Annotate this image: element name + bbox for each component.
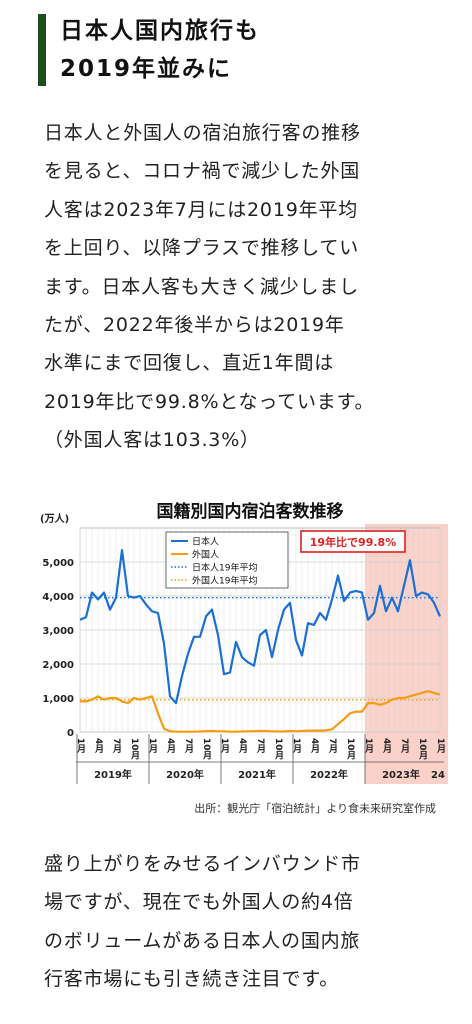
intro-line-2: を見ると、コロナ禍で減少した外国	[44, 160, 361, 183]
callout-label: 19年比で99.8%	[310, 535, 396, 549]
page-title-line-2: 2019年並みに	[60, 56, 233, 82]
x-month-label: 7月	[327, 738, 339, 754]
y-tick-label: 0	[67, 728, 74, 739]
x-month-label: 10月	[201, 738, 213, 760]
x-month-label: 7月	[183, 738, 195, 754]
x-month-label: 4月	[93, 738, 105, 754]
intro-line-7: 水準にまで回復し、直近1年間は	[44, 352, 335, 375]
intro-line-9: （外国人客は103.3%）	[44, 429, 260, 452]
y-tick-label: 4,000	[42, 592, 74, 603]
outro-line-3: のボリュームがある日本人の国内旅	[44, 929, 361, 952]
intro-line-6: たが、2022年後半からは2019年	[44, 314, 345, 337]
intro-line-3: 人客は2023年7月には2019年平均	[44, 198, 358, 221]
y-tick-label: 1,000	[42, 694, 74, 705]
x-month-label: 10月	[129, 738, 141, 760]
x-month-label: 7月	[111, 738, 123, 754]
intro-line-8: 2019年比で99.8%となっています。	[44, 390, 375, 413]
legend-label: 外国人	[192, 549, 219, 561]
outro-paragraph: 盛り上がりをみせるインバウンド市 場ですが、現在でも外国人の約4倍 のボリューム…	[44, 845, 454, 999]
heading-accent-bar	[38, 14, 46, 86]
intro-paragraph: 日本人と外国人の宿泊旅行客の推移 を見ると、コロナ禍で減少した外国 人客は202…	[44, 114, 454, 460]
x-month-label: 10月	[417, 738, 429, 760]
foreign-series-line	[80, 690, 441, 733]
x-month-label: 7月	[255, 738, 267, 754]
x-month-label: 1月	[435, 738, 447, 754]
legend-label: 日本人19年平均	[192, 562, 257, 574]
x-month-label: 4月	[237, 738, 249, 754]
intro-line-4: を上回り、以降プラスで推移してい	[44, 237, 360, 260]
x-month-label: 4月	[165, 738, 177, 754]
y-tick-label: 5,000	[42, 558, 74, 569]
outro-line-1: 盛り上がりをみせるインバウンド市	[44, 853, 361, 875]
x-month-label: 10月	[273, 738, 285, 760]
outro-line-4: 行客市場にも引き続き注目です。	[44, 968, 340, 991]
x-month-label: 1月	[75, 738, 87, 754]
x-month-label: 1月	[291, 738, 303, 754]
y-tick-label: 3,000	[42, 626, 74, 637]
intro-line-5: ます。日本人客も大きく減少しまし	[44, 275, 359, 298]
x-month-label: 4月	[381, 738, 393, 754]
x-year-label: 2019年	[94, 768, 132, 781]
source-note: 出所：観光庁「宿泊統計」より食未来研究室作成	[194, 802, 436, 815]
x-year-label: 2021年	[238, 768, 276, 781]
japanese-series-line	[79, 548, 442, 705]
legend-label: 外国人19年平均	[192, 575, 257, 587]
x-year-label: 24	[431, 770, 445, 781]
intro-line-1: 日本人と外国人の宿泊旅行客の推移	[44, 122, 361, 144]
chart-title: 国籍別国内宿泊客数推移	[157, 501, 344, 522]
x-month-label: 7月	[399, 738, 411, 754]
outro-line-2: 場ですが、現在でも外国人の約4倍	[44, 891, 354, 914]
guest-chart: 国籍別国内宿泊客数推移 0 1,000 2,000 3,000 4,000 5,000 (万…	[40, 501, 448, 784]
x-month-label: 10月	[345, 738, 357, 760]
page-title-line-1: 日本人国内旅行も	[60, 18, 260, 44]
y-axis-label: (万人)	[40, 512, 69, 525]
x-month-label: 1月	[363, 738, 375, 754]
callout-box	[300, 530, 406, 553]
x-year-label: 2023年	[382, 768, 420, 781]
x-month-label: 1月	[147, 738, 159, 754]
x-month-label: 1月	[219, 738, 231, 754]
x-year-label: 2022年	[310, 768, 348, 781]
page-title: 日本人国内旅行も 2019年並みに	[60, 12, 450, 88]
legend-label: 日本人	[192, 536, 219, 548]
x-year-label: 2020年	[166, 768, 204, 781]
x-month-label: 4月	[309, 738, 321, 754]
y-tick-label: 2,000	[42, 660, 74, 671]
